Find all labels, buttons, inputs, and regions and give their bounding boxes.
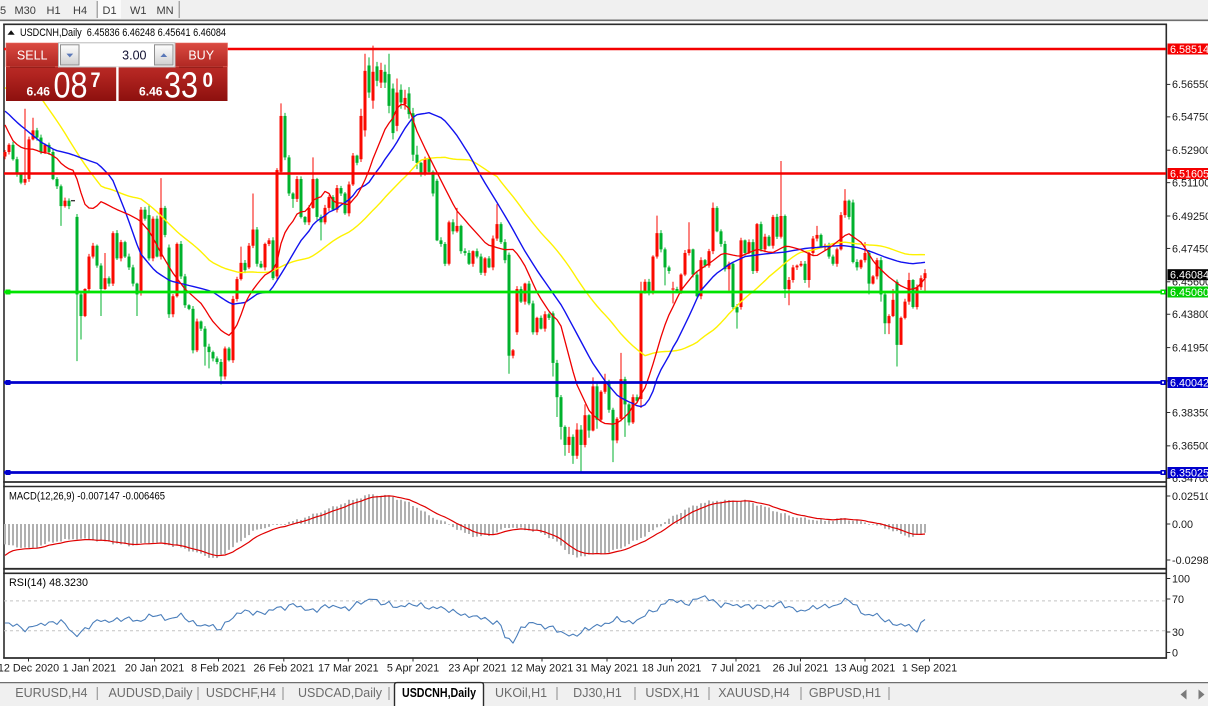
svg-text:30: 30 bbox=[1172, 627, 1184, 639]
svg-text:13 Aug 2021: 13 Aug 2021 bbox=[835, 662, 896, 674]
svg-text:26 Feb 2021: 26 Feb 2021 bbox=[253, 662, 314, 674]
svg-text:6.43800: 6.43800 bbox=[1172, 309, 1208, 321]
svg-text:6.46084: 6.46084 bbox=[1170, 270, 1208, 282]
svg-text:8 Feb 2021: 8 Feb 2021 bbox=[191, 662, 246, 674]
svg-text:12 May 2021: 12 May 2021 bbox=[511, 662, 573, 674]
svg-text:08: 08 bbox=[54, 64, 88, 105]
svg-text:0.025108: 0.025108 bbox=[1172, 491, 1208, 503]
svg-text:31 May 2021: 31 May 2021 bbox=[576, 662, 638, 674]
svg-text:6.36500: 6.36500 bbox=[1172, 441, 1208, 453]
svg-text:6.41950: 6.41950 bbox=[1172, 342, 1208, 354]
svg-text:MN: MN bbox=[157, 5, 174, 17]
svg-text:H4: H4 bbox=[73, 5, 87, 17]
svg-text:3.00: 3.00 bbox=[122, 48, 146, 62]
svg-text:6.35025: 6.35025 bbox=[1170, 467, 1208, 479]
svg-text:23 Apr 2021: 23 Apr 2021 bbox=[448, 662, 506, 674]
svg-text:6.40042: 6.40042 bbox=[1170, 377, 1208, 389]
svg-text:20 Jan 2021: 20 Jan 2021 bbox=[125, 662, 184, 674]
svg-text:18 Jun 2021: 18 Jun 2021 bbox=[642, 662, 701, 674]
svg-text:MACD(12,26,9) -0.007147 -0.006: MACD(12,26,9) -0.007147 -0.006465 bbox=[9, 491, 165, 503]
svg-text:5 Apr 2021: 5 Apr 2021 bbox=[387, 662, 439, 674]
svg-text:6.51100: 6.51100 bbox=[1172, 178, 1208, 190]
svg-text:GBPUSD,H1: GBPUSD,H1 bbox=[809, 686, 881, 700]
svg-text:5: 5 bbox=[0, 5, 6, 17]
svg-text:0: 0 bbox=[1172, 647, 1178, 659]
svg-text:M30: M30 bbox=[15, 5, 36, 17]
svg-text:6.38350: 6.38350 bbox=[1172, 407, 1208, 419]
svg-text:0: 0 bbox=[203, 69, 214, 92]
svg-text:26 Jul 2021: 26 Jul 2021 bbox=[773, 662, 829, 674]
svg-text:12 Dec 2020: 12 Dec 2020 bbox=[0, 662, 59, 674]
svg-text:70: 70 bbox=[1172, 594, 1184, 606]
svg-text:UKOil,H1: UKOil,H1 bbox=[495, 686, 547, 700]
svg-text:6.52900: 6.52900 bbox=[1172, 145, 1208, 157]
svg-text:AUDUSD,Daily: AUDUSD,Daily bbox=[108, 686, 193, 700]
svg-text:6.51605: 6.51605 bbox=[1170, 168, 1208, 180]
svg-text:EURUSD,H4: EURUSD,H4 bbox=[15, 686, 87, 700]
svg-text:USDCNH,Daily: USDCNH,Daily bbox=[402, 686, 476, 700]
svg-text:1 Jan 2021: 1 Jan 2021 bbox=[63, 662, 116, 674]
svg-text:6.46: 6.46 bbox=[139, 85, 163, 99]
svg-text:0.00: 0.00 bbox=[1172, 519, 1193, 531]
svg-text:33: 33 bbox=[164, 64, 198, 105]
svg-text:6.54750: 6.54750 bbox=[1172, 112, 1208, 124]
svg-text:7 Jul 2021: 7 Jul 2021 bbox=[711, 662, 761, 674]
svg-text:6.49250: 6.49250 bbox=[1172, 211, 1208, 223]
svg-text:6.46: 6.46 bbox=[27, 85, 51, 99]
svg-text:SELL: SELL bbox=[17, 48, 48, 62]
svg-text:100: 100 bbox=[1172, 573, 1190, 585]
svg-text:6.45060: 6.45060 bbox=[1170, 287, 1208, 299]
svg-text:BUY: BUY bbox=[188, 48, 214, 62]
svg-text:D1: D1 bbox=[103, 5, 117, 17]
svg-text:W1: W1 bbox=[130, 5, 147, 17]
svg-text:6.56550: 6.56550 bbox=[1172, 79, 1208, 91]
svg-text:6.47450: 6.47450 bbox=[1172, 243, 1208, 255]
svg-text:USDCNH,Daily 6.45836 6.46248: USDCNH,Daily 6.45836 6.46248 6.45641 6.4… bbox=[20, 27, 226, 39]
svg-text:7: 7 bbox=[91, 69, 101, 92]
svg-text:6.58514: 6.58514 bbox=[1170, 44, 1208, 56]
svg-text:H1: H1 bbox=[47, 5, 61, 17]
svg-text:USDX,H1: USDX,H1 bbox=[645, 686, 699, 700]
svg-text:USDCAD,Daily: USDCAD,Daily bbox=[298, 686, 383, 700]
svg-text:USDCHF,H4: USDCHF,H4 bbox=[206, 686, 276, 700]
svg-text:DJ30,H1: DJ30,H1 bbox=[573, 686, 622, 700]
svg-text:17 Mar 2021: 17 Mar 2021 bbox=[318, 662, 379, 674]
svg-text:1 Sep 2021: 1 Sep 2021 bbox=[902, 662, 957, 674]
svg-text:RSI(14) 48.3230: RSI(14) 48.3230 bbox=[9, 577, 88, 589]
svg-text:-0.029881: -0.029881 bbox=[1172, 555, 1208, 567]
svg-text:XAUUSD,H4: XAUUSD,H4 bbox=[718, 686, 790, 700]
